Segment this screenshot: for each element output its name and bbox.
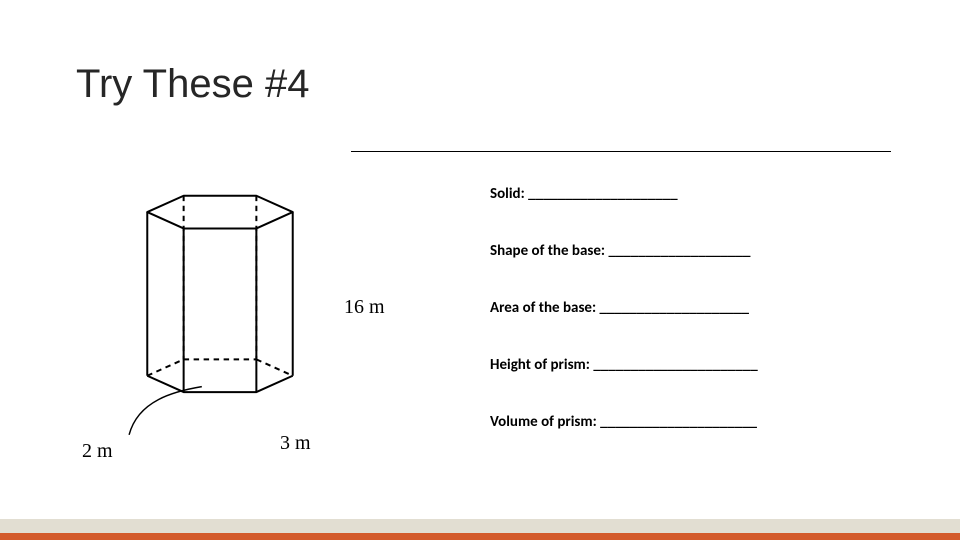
q-label: Solid: [490, 185, 525, 203]
dim-apothem: 2 m [82, 440, 113, 463]
dim-height: 16 m [344, 296, 385, 319]
dim-side: 3 m [280, 432, 311, 455]
q-height: Height of prism: ______________________ [490, 356, 890, 374]
question-list: Solid: ____________________ Shape of the… [490, 185, 890, 431]
q-blank: ___________________ [608, 242, 750, 260]
footer-bar [0, 519, 960, 540]
q-area: Area of the base: ____________________ [490, 299, 890, 317]
q-solid: Solid: ____________________ [490, 185, 890, 203]
q-volume: Volume of prism: _____________________ [490, 413, 890, 431]
q-label: Shape of the base: [490, 242, 605, 260]
q-label: Height of prism: [490, 356, 590, 374]
q-shape: Shape of the base: ___________________ [490, 242, 890, 260]
footer-stripe-2 [0, 533, 960, 540]
title-underline [351, 151, 891, 152]
q-blank: ______________________ [593, 356, 757, 374]
footer-stripe-1 [0, 519, 960, 533]
q-label: Volume of prism: [490, 413, 597, 431]
page-title: Try These #4 [76, 62, 309, 107]
q-blank: ____________________ [600, 299, 749, 317]
q-label: Area of the base: [490, 299, 596, 317]
q-blank: ____________________ [528, 185, 677, 203]
hex-prism-diagram [120, 178, 320, 438]
slide: Try These #4 16 m 3 m 2 m Solid: _______… [0, 0, 960, 540]
q-blank: _____________________ [600, 413, 757, 431]
